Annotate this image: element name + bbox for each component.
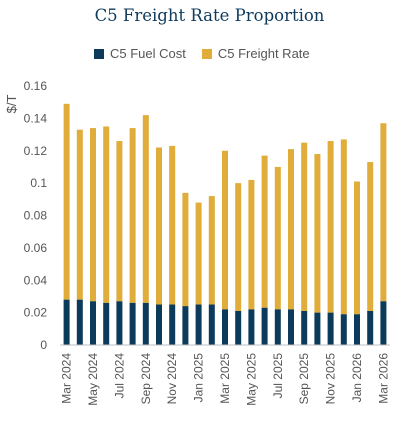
y-tick-label: 0.1 xyxy=(30,176,47,190)
bar-freight-rate xyxy=(367,162,374,312)
bar-freight-rate xyxy=(116,141,123,302)
bar-fuel-cost xyxy=(90,301,96,345)
bar-freight-rate xyxy=(182,192,189,307)
bar-freight-rate xyxy=(340,139,347,315)
bar-fuel-cost xyxy=(103,302,110,345)
bar-freight-rate xyxy=(235,183,242,312)
bar-freight-rate xyxy=(327,141,334,313)
legend-label-freight-rate: C5 Freight Rate xyxy=(217,46,310,61)
y-tick-label: 0 xyxy=(40,338,47,352)
x-tick-label: Mar 2025 xyxy=(218,353,232,404)
bar-freight-rate xyxy=(63,103,70,300)
bar-fuel-cost xyxy=(142,302,149,345)
y-tick-label: 0.16 xyxy=(24,79,48,93)
bar-fuel-cost xyxy=(354,314,360,345)
bar-fuel-cost xyxy=(235,311,242,345)
x-tick-label: May 2025 xyxy=(244,353,258,406)
y-tick-label: 0.08 xyxy=(24,209,48,223)
bar-fuel-cost xyxy=(129,302,136,345)
bar-fuel-cost xyxy=(261,307,268,345)
legend-swatch-fuel-cost xyxy=(94,48,104,59)
x-tick-label: Jan 2025 xyxy=(192,353,206,403)
bar-fuel-cost xyxy=(380,301,387,345)
bar-freight-rate xyxy=(354,181,360,315)
bar-fuel-cost xyxy=(340,314,347,345)
legend: C5 Fuel Cost C5 Freight Rate xyxy=(94,46,326,61)
legend-label-fuel-cost: C5 Fuel Cost xyxy=(110,46,186,61)
bar-freight-rate xyxy=(261,155,268,308)
bar-fuel-cost xyxy=(208,304,215,345)
x-tick-label: Mar 2026 xyxy=(376,353,390,404)
bar-fuel-cost xyxy=(314,312,321,345)
bar-fuel-cost xyxy=(116,301,123,345)
bar-freight-rate xyxy=(274,166,281,310)
x-tick-label: Nov 2024 xyxy=(165,353,179,405)
legend-swatch-freight-rate xyxy=(201,48,212,59)
chart-title: C5 Freight Rate Proportion xyxy=(94,6,325,25)
y-tick-label: 0.14 xyxy=(24,111,48,125)
x-tick-label: Jan 2026 xyxy=(350,353,364,403)
bar-fuel-cost xyxy=(288,309,294,345)
bar-freight-rate xyxy=(169,145,176,305)
legend-item-freight-rate: C5 Freight Rate xyxy=(201,46,310,61)
bar-freight-rate xyxy=(208,196,215,305)
bar-freight-rate xyxy=(142,115,149,303)
x-tick-label: Sep 2024 xyxy=(139,353,153,405)
bar-freight-rate xyxy=(129,128,136,303)
bar-freight-rate xyxy=(380,123,387,302)
bar-fuel-cost xyxy=(327,312,334,345)
x-tick-label: Jul 2025 xyxy=(271,353,285,399)
bar-freight-rate xyxy=(90,128,96,302)
y-tick-label: 0.02 xyxy=(24,306,48,320)
legend-item-fuel-cost: C5 Fuel Cost xyxy=(94,46,186,61)
bar-freight-rate xyxy=(103,126,110,303)
x-tick-label: Mar 2024 xyxy=(60,353,74,404)
y-tick-label: 0.04 xyxy=(24,273,48,287)
y-tick-label: 0.12 xyxy=(24,144,48,158)
y-axis-label: $/T xyxy=(4,95,19,114)
x-tick-label: Sep 2025 xyxy=(297,353,311,405)
bar-fuel-cost xyxy=(63,299,70,345)
bar-freight-rate xyxy=(301,142,308,312)
bar-fuel-cost xyxy=(222,309,228,345)
bar-fuel-cost xyxy=(274,309,281,345)
bar-freight-rate xyxy=(195,202,202,305)
x-tick-label: Jul 2024 xyxy=(112,353,126,399)
bar-freight-rate xyxy=(314,153,321,313)
bar-fuel-cost xyxy=(195,304,202,345)
bar-freight-rate xyxy=(222,150,228,310)
bar-fuel-cost xyxy=(367,311,374,345)
x-tick-label: May 2024 xyxy=(86,353,100,406)
bar-freight-rate xyxy=(76,129,83,300)
y-tick-label: 0.06 xyxy=(24,241,48,255)
bar-fuel-cost xyxy=(248,309,255,345)
x-tick-label: Nov 2025 xyxy=(324,353,338,405)
bar-freight-rate xyxy=(248,179,255,310)
bar-freight-rate xyxy=(288,149,294,310)
bar-fuel-cost xyxy=(182,306,189,345)
bar-freight-rate xyxy=(156,147,162,305)
bar-fuel-cost xyxy=(76,299,83,345)
bar-fuel-cost xyxy=(169,304,176,345)
bar-fuel-cost xyxy=(301,311,308,345)
bar-fuel-cost xyxy=(156,304,162,345)
